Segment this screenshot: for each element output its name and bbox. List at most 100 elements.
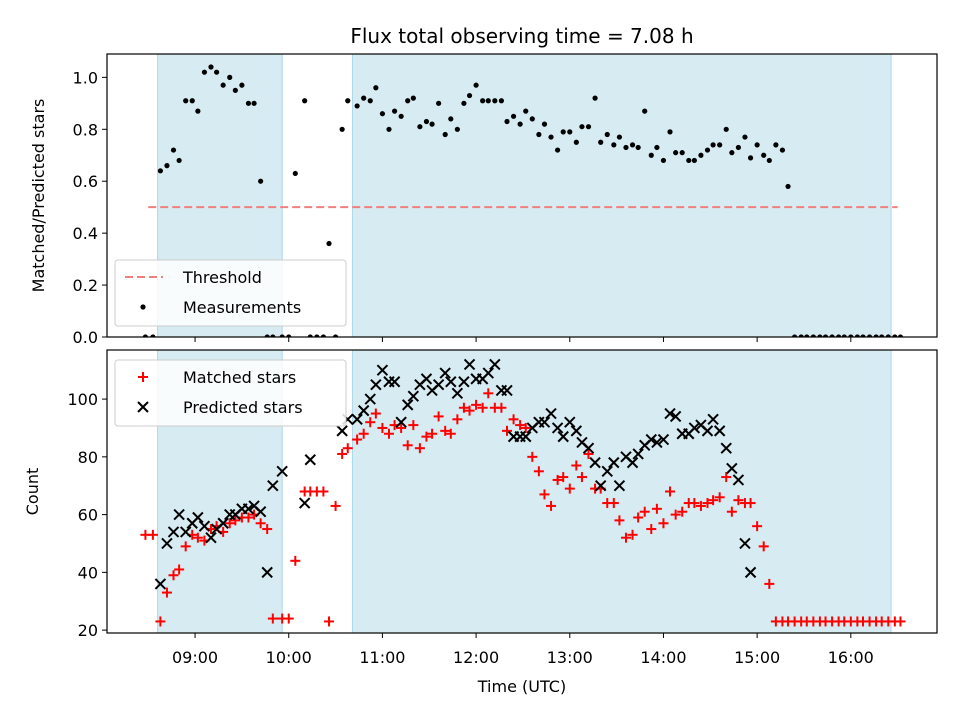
matched-star-point: [365, 417, 376, 428]
x-stroke: [501, 384, 513, 397]
matched-star-point: [433, 411, 444, 422]
measurement-point: [704, 147, 711, 153]
matched-star-point: [702, 498, 713, 509]
matched-star-point: [508, 414, 519, 425]
matched-star-point: [464, 405, 475, 416]
x-stroke: [463, 358, 476, 371]
measurement-point: [616, 134, 623, 140]
matched-star-point: [370, 408, 381, 419]
matched-star-point: [646, 524, 657, 535]
measurement-point: [498, 98, 504, 104]
matched-star-point: [318, 486, 329, 497]
measurement-point: [326, 240, 332, 247]
x-tick-label: 16:00: [828, 648, 874, 667]
x-stroke: [632, 448, 644, 460]
predicted-star-point: [551, 422, 564, 434]
matched-star-point: [174, 564, 185, 575]
matched-star-point: [552, 474, 563, 485]
matched-star-point: [571, 460, 582, 471]
matched-star-point: [520, 422, 531, 433]
predicted-star-point: [608, 456, 620, 469]
measurement-point: [345, 98, 351, 104]
measurement-point: [142, 334, 149, 337]
measurement-point: [679, 150, 685, 156]
predicted-star-point: [744, 566, 757, 579]
y-tick-label: 0.8: [73, 120, 98, 139]
x-stroke: [545, 407, 557, 420]
predicted-star-point: [501, 384, 513, 397]
measurement-point: [398, 113, 404, 119]
predicted-star-point: [205, 531, 217, 544]
x-stroke: [664, 407, 676, 420]
matched-star-point: [230, 515, 241, 526]
measurement-point: [157, 168, 163, 174]
predicted-star-point: [439, 367, 451, 379]
measurement-point: [454, 126, 460, 132]
x-stroke: [357, 404, 370, 417]
matched-star-point: [564, 483, 575, 494]
measurement-point: [429, 121, 435, 127]
predicted-star-point: [482, 367, 494, 379]
measurement-point: [541, 121, 548, 127]
matched-star-point: [471, 399, 482, 410]
x-stroke: [198, 520, 211, 532]
x-stroke: [407, 390, 420, 402]
matched-star-point: [352, 434, 363, 445]
matched-star-point: [180, 541, 191, 552]
predicted-star-point: [420, 373, 433, 385]
measurement-point: [854, 334, 860, 337]
measurement-point: [417, 124, 423, 130]
matched-star-point: [421, 431, 432, 442]
predicted-star-point: [570, 425, 583, 437]
matched-star-point: [895, 616, 906, 627]
measurement-point: [785, 183, 791, 190]
measurement-point: [860, 334, 866, 337]
measurement-point: [292, 170, 298, 177]
x-stroke: [254, 506, 267, 518]
x-stroke: [688, 422, 701, 434]
measurement-point: [635, 144, 641, 151]
matched-star-point: [708, 495, 719, 506]
matched-star-point: [155, 616, 166, 627]
measurement-point: [729, 150, 735, 156]
x-stroke: [645, 433, 657, 446]
matched-star-point: [408, 420, 419, 431]
measurement-point: [523, 108, 529, 114]
measurement-point: [302, 98, 308, 104]
predicted-star-point: [388, 376, 401, 388]
x-tick-label: 09:00: [172, 648, 218, 667]
measurement-point: [660, 157, 667, 164]
x-stroke: [248, 500, 260, 512]
measurement-point: [897, 334, 904, 337]
legend-label: Threshold: [182, 268, 262, 287]
x-stroke: [137, 401, 149, 413]
measurement-point: [339, 126, 345, 132]
matched-star-point: [558, 472, 569, 483]
measurement-point: [391, 108, 398, 114]
measurement-point: [885, 334, 891, 337]
predicted-star-point: [254, 506, 267, 518]
predicted-star-point: [261, 566, 273, 579]
predicted-star-point: [657, 433, 670, 446]
measurement-point: [554, 147, 561, 153]
measurement-point: [648, 152, 654, 158]
measurement-point: [698, 152, 704, 158]
predicted-star-point: [192, 511, 204, 524]
predicted-star-point: [304, 454, 316, 466]
legend-predicted-swatch: [137, 401, 149, 413]
x-stroke: [726, 462, 738, 475]
y-axis-label: Matched/Predicted stars: [29, 99, 48, 293]
y-tick-label: 1.0: [73, 68, 98, 87]
measurement-point: [164, 163, 170, 169]
matched-star-point: [721, 472, 732, 483]
predicted-star-point: [707, 413, 719, 426]
measurement-point: [367, 98, 373, 104]
predicted-star-point: [402, 399, 414, 411]
measurement-point: [747, 155, 754, 161]
predicted-star-point: [594, 480, 607, 492]
measurement-point: [573, 139, 579, 145]
x-stroke: [538, 416, 551, 428]
x-stroke: [657, 433, 670, 446]
matched-star-point: [633, 512, 644, 523]
predicted-star-point: [626, 456, 639, 469]
